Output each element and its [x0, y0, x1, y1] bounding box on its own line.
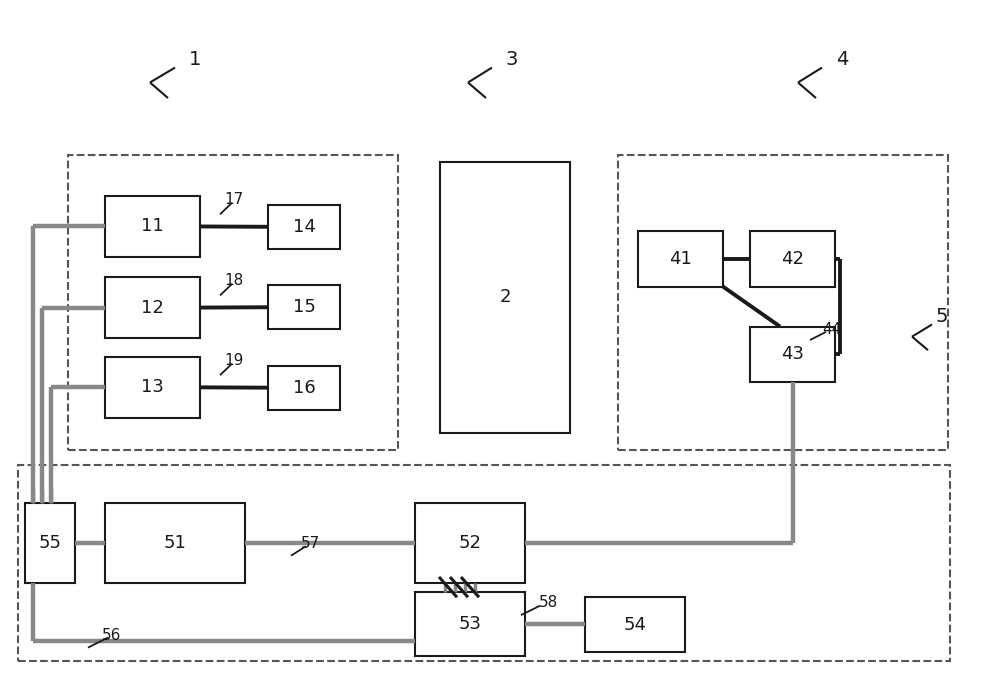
Bar: [415, 503, 525, 583]
Text: 15: 15: [293, 298, 315, 316]
Text: 16: 16: [293, 379, 315, 397]
Text: 58: 58: [538, 596, 558, 610]
Text: 19: 19: [224, 353, 244, 368]
Text: 1: 1: [189, 50, 201, 69]
Bar: [105, 503, 245, 583]
Bar: [415, 592, 525, 656]
Bar: [638, 231, 723, 287]
Bar: [268, 366, 340, 410]
Text: 12: 12: [141, 299, 164, 316]
Bar: [105, 196, 200, 257]
Text: 56: 56: [102, 628, 122, 643]
Text: 17: 17: [224, 192, 244, 207]
Bar: [18, 465, 950, 661]
Bar: [25, 503, 75, 583]
Text: 11: 11: [141, 218, 164, 235]
Text: 41: 41: [669, 250, 692, 268]
Text: 3: 3: [506, 50, 518, 69]
Bar: [105, 357, 200, 418]
Text: 44: 44: [822, 322, 842, 337]
Bar: [750, 327, 835, 382]
Text: 54: 54: [624, 616, 646, 633]
Bar: [440, 162, 570, 433]
Bar: [268, 205, 340, 249]
Text: 43: 43: [781, 345, 804, 363]
Text: 52: 52: [458, 534, 482, 552]
Bar: [105, 277, 200, 338]
Text: 55: 55: [38, 534, 62, 552]
Text: 4: 4: [836, 50, 848, 69]
Bar: [268, 285, 340, 329]
Bar: [585, 597, 685, 652]
Text: 42: 42: [781, 250, 804, 268]
Bar: [750, 231, 835, 287]
Text: 13: 13: [141, 379, 164, 396]
Text: 18: 18: [224, 273, 244, 288]
Text: 2: 2: [499, 289, 511, 306]
Text: 51: 51: [164, 534, 186, 552]
Text: 14: 14: [293, 218, 315, 236]
Text: 57: 57: [300, 536, 320, 551]
Text: 5: 5: [936, 307, 948, 326]
Bar: [618, 155, 948, 450]
Bar: [68, 155, 398, 450]
Text: 53: 53: [458, 614, 482, 633]
